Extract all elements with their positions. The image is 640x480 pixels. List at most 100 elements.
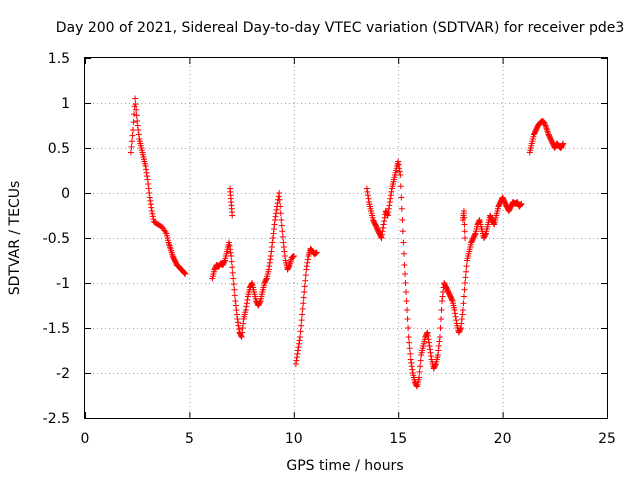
data-point xyxy=(275,193,282,200)
y-tick-label: -1 xyxy=(56,276,70,292)
data-point xyxy=(304,259,311,266)
data-point xyxy=(397,183,404,190)
y-tick-label: -2 xyxy=(56,366,70,382)
data-point xyxy=(300,300,307,307)
data-point xyxy=(417,363,424,370)
data-point xyxy=(517,202,524,209)
data-point xyxy=(234,319,241,326)
data-point xyxy=(462,235,469,241)
data-point xyxy=(279,228,286,235)
data-point xyxy=(292,361,299,367)
data-point xyxy=(435,347,442,354)
data-point xyxy=(461,286,468,293)
data-point xyxy=(435,343,442,349)
data-point xyxy=(269,239,276,246)
data-point xyxy=(460,300,467,307)
data-point xyxy=(133,112,140,119)
data-point xyxy=(395,161,402,168)
data-point xyxy=(396,165,403,172)
data-point xyxy=(482,231,489,238)
data-point xyxy=(277,203,284,210)
data-point xyxy=(234,316,241,322)
data-point xyxy=(281,248,288,255)
data-point xyxy=(385,205,392,212)
data-point xyxy=(425,336,432,343)
data-point xyxy=(385,209,392,216)
data-point xyxy=(364,188,371,195)
data-point xyxy=(235,326,242,333)
x-axis-label: GPS time / hours xyxy=(286,458,403,474)
data-point xyxy=(542,123,549,130)
data-point xyxy=(460,293,467,300)
data-point xyxy=(239,325,246,331)
data-point xyxy=(459,311,466,318)
data-point xyxy=(181,270,188,277)
data-point xyxy=(403,298,410,304)
data-point xyxy=(299,311,306,318)
data-point xyxy=(301,283,308,290)
data-point xyxy=(303,263,310,270)
data-point xyxy=(265,266,272,273)
data-point xyxy=(406,339,413,346)
data-point xyxy=(300,294,307,301)
x-tick-label: 25 xyxy=(598,431,616,447)
data-point xyxy=(231,286,238,293)
data-point xyxy=(147,201,154,208)
data-point xyxy=(462,274,469,281)
data-point xyxy=(427,349,434,356)
data-point xyxy=(280,239,287,246)
data-point xyxy=(238,334,245,340)
data-point xyxy=(303,266,310,273)
data-point xyxy=(132,95,139,102)
y-axis-label: SDTVAR / TECUs xyxy=(7,181,23,296)
data-point xyxy=(439,293,446,300)
data-point xyxy=(270,230,277,237)
x-tick-label: 20 xyxy=(494,431,512,447)
data-points xyxy=(127,95,567,390)
data-point xyxy=(143,166,150,173)
data-point xyxy=(457,326,464,333)
data-point xyxy=(269,235,276,241)
data-point xyxy=(267,253,274,259)
data-point xyxy=(302,277,309,284)
y-tick-label: 0.5 xyxy=(48,141,70,157)
data-point xyxy=(408,359,415,366)
data-point xyxy=(387,192,394,199)
data-point xyxy=(228,253,235,259)
data-point xyxy=(386,202,393,209)
data-point xyxy=(404,316,411,322)
data-point xyxy=(148,208,155,214)
data-point xyxy=(407,350,414,357)
data-point xyxy=(313,249,320,256)
data-point xyxy=(463,268,470,275)
data-point xyxy=(301,289,308,295)
data-point xyxy=(272,217,279,223)
data-point xyxy=(461,221,468,228)
data-point xyxy=(278,217,285,223)
data-point xyxy=(132,101,139,108)
data-point xyxy=(229,212,236,219)
data-point xyxy=(426,343,433,349)
data-point xyxy=(463,263,470,270)
data-point xyxy=(286,263,293,270)
data-point xyxy=(229,264,236,271)
data-point xyxy=(363,185,370,192)
data-point xyxy=(293,354,300,361)
data-point xyxy=(400,239,407,246)
grid-lines xyxy=(85,58,607,418)
data-point xyxy=(302,272,309,279)
data-point xyxy=(399,217,406,223)
data-point xyxy=(381,214,388,221)
data-point xyxy=(461,214,468,221)
data-point xyxy=(398,205,405,212)
data-point xyxy=(150,216,157,223)
data-point xyxy=(242,307,249,313)
data-point xyxy=(386,199,393,205)
data-point xyxy=(230,281,237,288)
data-point xyxy=(295,344,302,351)
data-point xyxy=(299,305,306,312)
data-point xyxy=(395,158,402,165)
data-point xyxy=(400,250,407,257)
data-point xyxy=(266,259,273,266)
